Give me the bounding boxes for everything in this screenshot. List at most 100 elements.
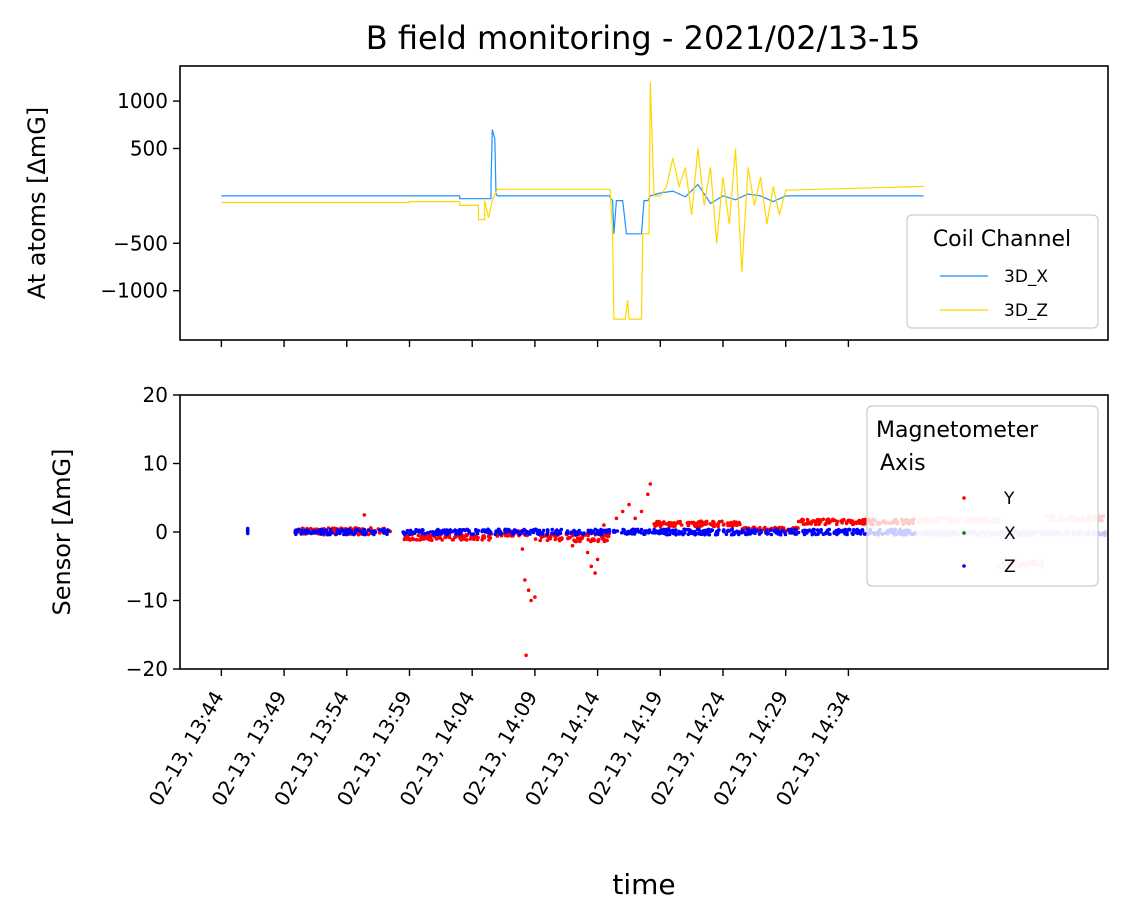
data-point [538,530,543,535]
data-point [863,517,868,522]
data-point [620,509,625,514]
data-point [653,531,657,535]
data-point [554,529,558,533]
data-point [577,528,581,533]
data-point [841,528,845,533]
data-point [801,518,806,522]
data-point [353,531,357,536]
data-point [426,533,431,538]
data-point [503,527,508,532]
data-point [1100,518,1104,523]
data-point [489,530,493,535]
data-point [667,528,671,532]
data-point [464,533,469,538]
data-point [734,530,739,534]
data-point [386,528,391,533]
data-point [706,527,711,532]
data-point [417,530,421,534]
legend-title-line1: Magnetometer [876,418,1039,443]
data-point [559,527,564,532]
data-point [783,530,787,535]
data-point [669,523,673,528]
data-point [328,530,333,534]
data-point [740,528,745,533]
data-point [764,528,769,533]
data-point [814,519,819,524]
data-point [526,588,531,592]
data-point [476,528,481,533]
coil-channel-panel: 1000 500 −500 −1000 At atoms [ΔmG] Coil Cha… [23,65,1109,347]
data-point [677,520,682,525]
data-point [366,528,371,532]
data-point [768,528,773,532]
data-point [439,532,443,536]
data-point [685,521,690,525]
data-point [427,537,432,542]
legend-label-x: X [1004,524,1016,544]
data-point [769,532,774,537]
y-tick-label: 0 [155,520,168,544]
data-point [633,516,637,521]
data-point [362,513,367,517]
data-point [348,530,352,535]
data-point [681,532,685,537]
data-point [824,531,829,535]
data-point [533,537,538,541]
data-point [514,529,519,533]
data-point [697,527,701,532]
data-point [602,537,607,542]
data-point [755,528,759,533]
data-point [381,528,386,533]
data-point [787,527,792,532]
data-point [586,537,590,542]
data-point [776,532,780,536]
data-point [591,537,596,541]
data-point [529,528,533,533]
data-point [606,534,611,539]
data-point [378,528,383,532]
data-point [318,528,322,532]
data-point [405,530,409,535]
data-point [860,522,865,526]
data-point [627,502,631,507]
data-point [417,538,422,542]
legend-label-3d-z: 3D_Z [1004,301,1048,321]
data-point [526,530,531,535]
bottom-y-axis: 20 10 0 −10 −20 [126,383,180,681]
data-point [344,532,349,537]
data-point [711,519,715,524]
data-point [533,595,537,599]
data-point [653,524,657,528]
data-point [342,532,346,537]
data-point [518,532,522,537]
data-point [550,527,554,532]
top-x-ticks [220,340,850,347]
data-point [659,530,663,534]
data-point [603,533,608,538]
data-point [475,537,480,542]
data-point [630,531,635,535]
data-point [306,531,310,535]
coil-channel-plot-area [221,82,924,320]
data-point [593,531,598,536]
data-point [842,517,846,522]
y-tick-label: −10 [126,589,168,613]
data-point [414,527,418,532]
data-point [538,538,542,543]
data-point [343,529,348,534]
data-point [646,492,650,497]
data-point [425,531,430,535]
data-point [850,522,855,527]
data-point [635,528,640,533]
data-point [758,526,762,530]
data-point [639,527,644,532]
data-point [703,532,707,537]
data-point [821,532,826,536]
data-point [670,530,674,534]
data-point [569,530,574,534]
data-point [828,520,832,524]
data-point [854,521,859,526]
data-point [788,531,792,535]
data-point [806,522,810,526]
